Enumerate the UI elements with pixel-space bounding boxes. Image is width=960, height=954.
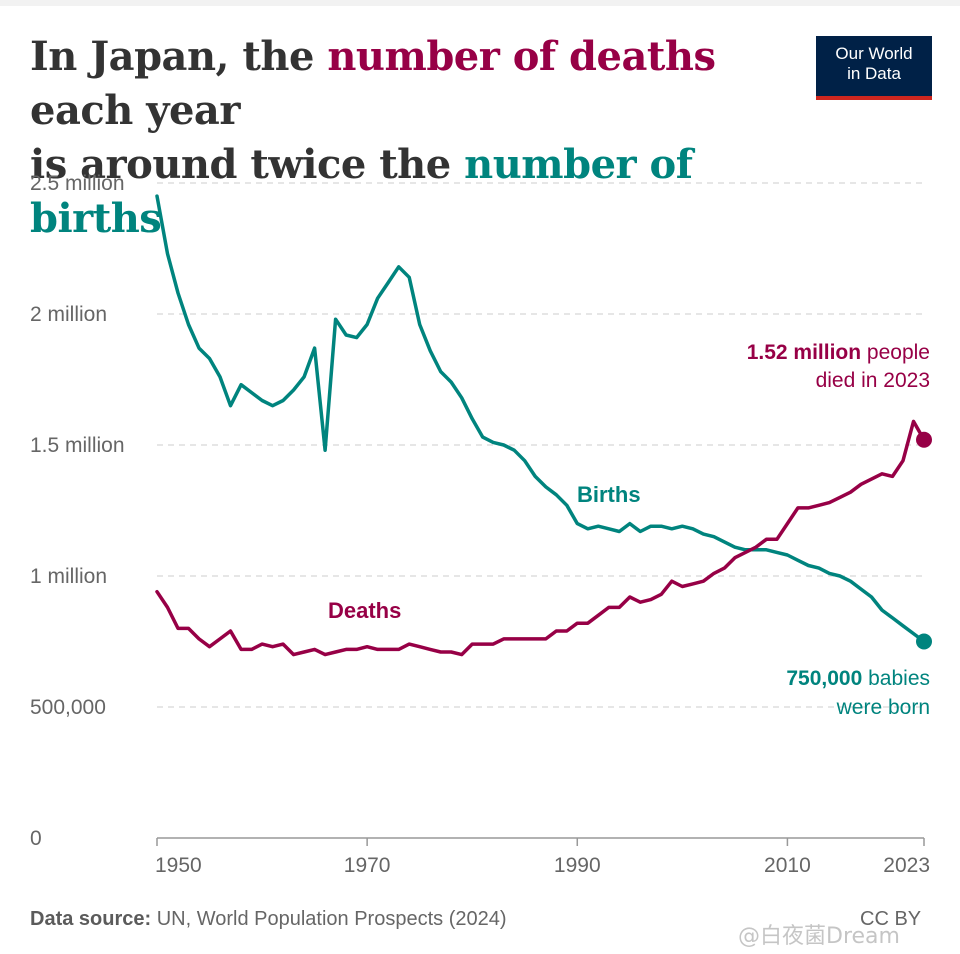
births-end-annotation-line1: 750,000 babies — [786, 667, 930, 690]
x-axis: 1950 1970 1990 2010 2023 — [155, 837, 930, 877]
x-tick-label-0: 1950 — [155, 854, 202, 877]
y-axis-labels: 0 500,000 1 million 1.5 million 2 million 2.5… — [30, 172, 125, 850]
x-tick-label-4: 2023 — [883, 854, 930, 877]
deaths-end-annotation-line1: 1.52 million people — [747, 341, 930, 364]
series-end-point-births — [916, 633, 932, 650]
gridlines — [157, 182, 924, 708]
top-rule — [0, 0, 960, 6]
title-deaths-highlight: number of deaths — [327, 33, 716, 80]
logo-line-2: in Data — [847, 64, 901, 83]
series-label-births: Births — [577, 482, 641, 507]
x-tick-label-3: 2010 — [764, 854, 811, 877]
series-end-point-deaths — [916, 431, 932, 448]
series-line-deaths — [155, 419, 926, 657]
y-tick-label-3: 1.5 million — [30, 434, 125, 457]
watermark: @白夜菌Dream — [738, 924, 900, 949]
y-tick-label-1: 500,000 — [30, 696, 106, 719]
series-labels: Births Deaths — [328, 482, 641, 623]
x-tick-label-2: 1990 — [554, 854, 601, 877]
y-tick-label-5: 2.5 million — [30, 172, 125, 195]
series-lines — [155, 194, 932, 657]
y-tick-label-2: 1 million — [30, 565, 107, 588]
series-line-births — [155, 194, 926, 644]
owid-logo[interactable]: Our World in Data — [816, 36, 932, 100]
title-births-highlight: number of births — [30, 141, 693, 242]
y-tick-label-4: 2 million — [30, 303, 107, 326]
deaths-end-annotation-line2: died in 2023 — [816, 369, 930, 392]
data-source: Data source: UN, World Population Prospe… — [30, 908, 507, 930]
series-label-deaths: Deaths — [328, 598, 401, 623]
end-annotations: 1.52 million people died in 2023 750,000… — [747, 341, 930, 719]
license-link[interactable]: CC BY — [860, 908, 922, 930]
x-tick-label-1: 1970 — [344, 854, 391, 877]
y-tick-label-0: 0 — [30, 827, 42, 850]
logo-line-1: Our World — [835, 44, 913, 63]
chart-title: In Japan, the number of deaths each year… — [30, 33, 716, 242]
births-end-annotation-line2: were born — [836, 696, 930, 719]
